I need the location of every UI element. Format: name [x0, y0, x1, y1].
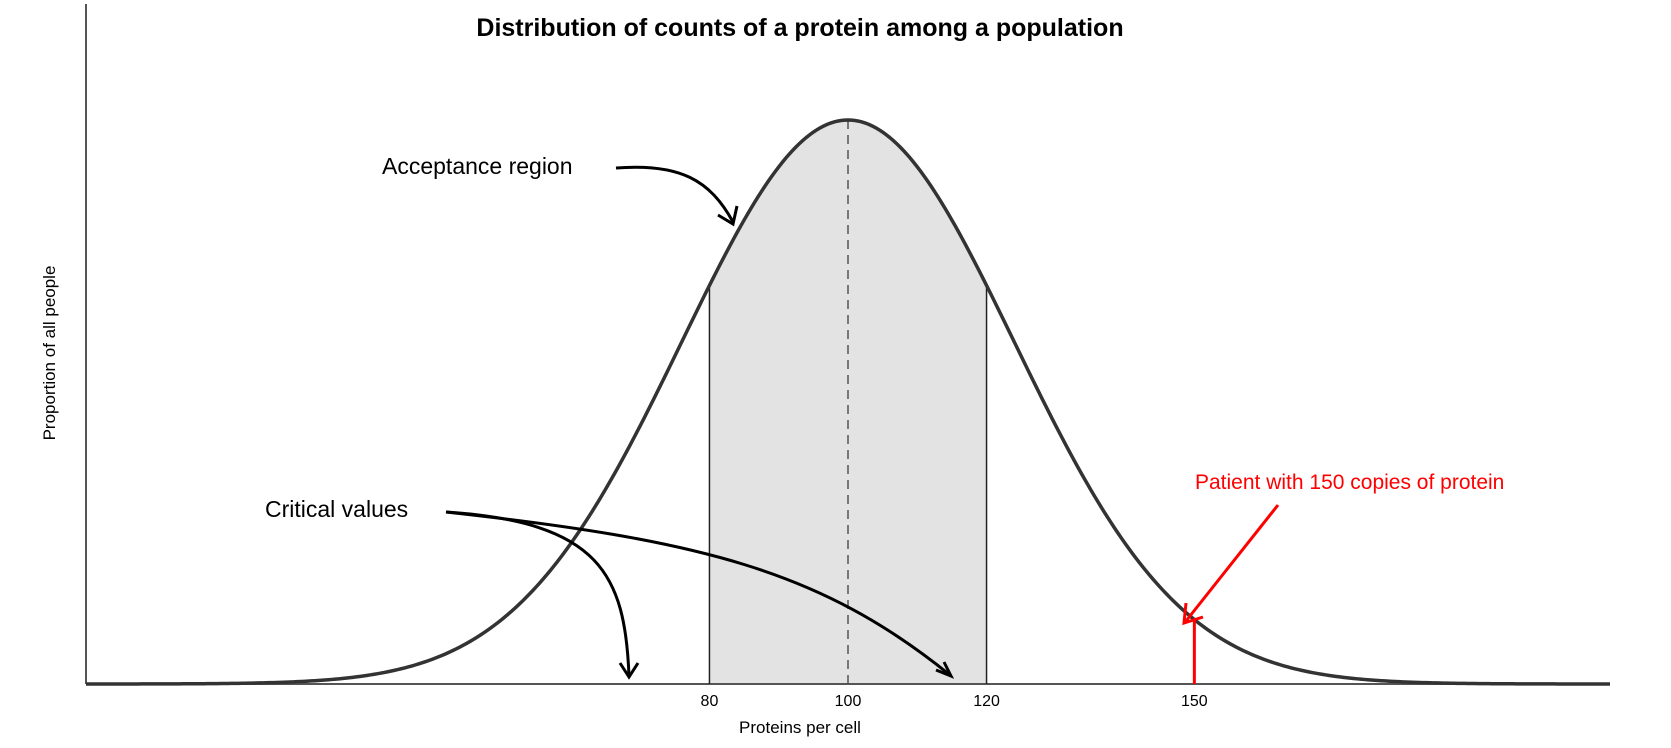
x-tick-label-150: 150 — [1181, 693, 1208, 710]
distribution-curve — [86, 118, 1610, 686]
x-axis-label: Proteins per cell — [739, 718, 861, 737]
patient-annotation: Patient with 150 copies of protein — [1195, 471, 1504, 494]
chart-title: Distribution of counts of a protein amon… — [476, 14, 1123, 42]
acceptance-arrowhead — [717, 205, 739, 227]
critical-arrowhead-80 — [618, 662, 640, 680]
x-tick-labels: 80 100 120 150 — [701, 693, 1208, 710]
critical-arrowhead-120 — [935, 661, 955, 679]
acceptance-region-fill — [709, 120, 987, 684]
acceptance-arrow — [615, 165, 735, 223]
x-tick-label-120: 120 — [973, 693, 1000, 710]
acceptance-region-annotation: Acceptance region — [382, 153, 573, 179]
y-axis-label: Proportion of all people — [40, 266, 59, 441]
patient-arrowhead — [1182, 602, 1204, 626]
x-tick-label-80: 80 — [701, 693, 719, 710]
patient-arrow — [1184, 504, 1280, 622]
critical-arrow-120 — [445, 510, 951, 677]
critical-values-annotation: Critical values — [265, 496, 408, 522]
x-tick-label-100: 100 — [835, 693, 862, 710]
critical-arrow-80 — [445, 510, 631, 677]
